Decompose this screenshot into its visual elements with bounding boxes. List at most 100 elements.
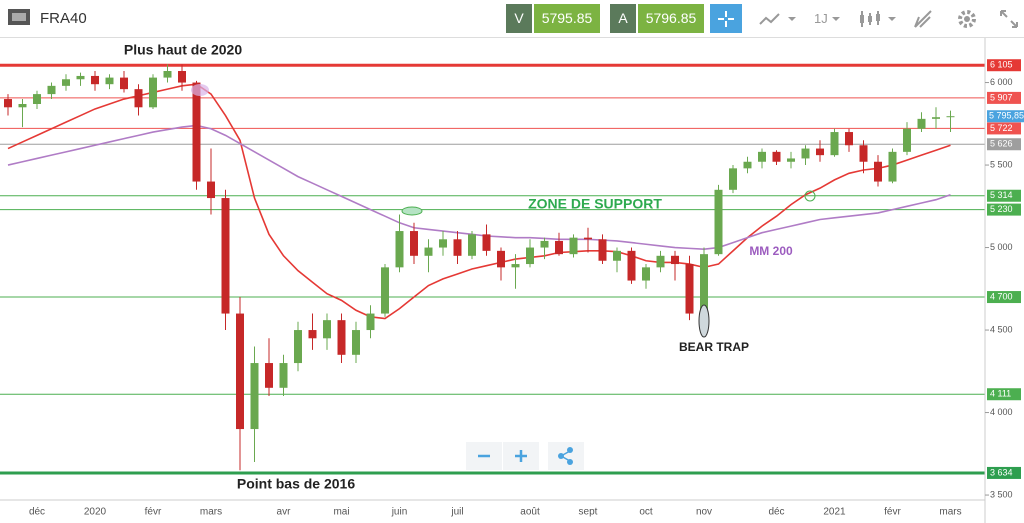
ma-cross-marker	[804, 190, 816, 202]
candle-body	[453, 239, 462, 256]
timeframe[interactable]: 1J	[814, 11, 828, 26]
y-tick-label: 4 500	[990, 324, 1013, 334]
candle-body	[526, 247, 534, 265]
zoom-controls	[466, 442, 584, 470]
x-tick-label: juin	[391, 507, 408, 518]
candle-body	[642, 267, 650, 281]
candle-body	[178, 71, 186, 83]
candle-body	[221, 198, 230, 314]
candle-body	[845, 132, 853, 146]
candle-body	[308, 330, 317, 339]
candle-body	[859, 145, 868, 162]
annotation: ZONE DE SUPPORT	[528, 196, 662, 212]
level-label: 5 626	[990, 139, 1013, 149]
x-tick-label: févr	[884, 507, 901, 518]
level-tag	[987, 203, 1021, 216]
candle-body	[729, 168, 737, 190]
x-tick-label: nov	[696, 507, 712, 518]
buy-label[interactable]: A	[610, 4, 636, 33]
candle-body	[946, 116, 955, 118]
settings-button[interactable]	[956, 8, 978, 30]
fullscreen-button[interactable]	[998, 8, 1020, 30]
y-tick-label: 5 000	[990, 242, 1013, 252]
candle-body	[772, 151, 781, 162]
candle-body	[743, 161, 752, 169]
annotation: MM 200	[749, 244, 793, 258]
annotation: BEAR TRAP	[679, 340, 749, 354]
candle-body	[105, 77, 114, 85]
candle-body	[439, 239, 447, 248]
candle-body	[265, 363, 273, 388]
candle-body	[656, 255, 665, 268]
candle-body	[18, 104, 27, 108]
candle-body	[830, 132, 839, 156]
x-tick-label: déc	[29, 507, 45, 518]
x-tick-label: avr	[277, 507, 292, 518]
candle-body	[917, 118, 926, 129]
candle-body	[714, 189, 723, 255]
buy-price[interactable]: 5796.85	[638, 4, 704, 33]
y-tick-label: 3 500	[990, 489, 1013, 499]
annotation: Point bas de 2016	[237, 476, 355, 492]
y-tick-label: 4 000	[990, 407, 1013, 417]
candle-body	[874, 161, 882, 182]
level-tag	[987, 59, 1021, 72]
level-label: 5 907	[990, 92, 1013, 102]
candle-body	[381, 267, 389, 314]
chart-type-button[interactable]	[758, 10, 798, 28]
price-tag	[987, 110, 1024, 123]
x-tick-label: mai	[333, 507, 349, 518]
draw-button[interactable]	[912, 8, 936, 30]
sell-price[interactable]: 5795.85	[534, 4, 600, 33]
x-tick-label: févr	[145, 507, 162, 518]
share-button[interactable]	[548, 442, 584, 470]
x-tick-label: sept	[579, 507, 598, 518]
candle-body	[337, 320, 346, 355]
candle-body	[700, 254, 708, 314]
candle-body	[584, 237, 592, 240]
candle-body	[192, 82, 201, 182]
moving-average	[7, 124, 951, 251]
candle-body	[134, 89, 143, 108]
level-tag	[987, 91, 1021, 104]
candle-body	[279, 363, 288, 388]
level-label: 5 230	[990, 204, 1013, 214]
crosshair-button[interactable]	[710, 4, 742, 33]
candle-body	[163, 71, 172, 78]
symbol: FRA40	[40, 10, 87, 27]
x-tick-label: oct	[639, 507, 653, 518]
level-tag	[987, 291, 1021, 304]
candle-body	[903, 128, 911, 152]
moving-average	[7, 83, 951, 320]
level-label: 6 105	[990, 60, 1013, 70]
candle-body	[569, 237, 578, 255]
x-tick-label: déc	[768, 507, 784, 518]
candle-body	[511, 264, 520, 268]
level-label: 5 722	[990, 123, 1013, 133]
candle-body	[888, 151, 897, 182]
candle-button[interactable]	[858, 8, 898, 30]
candle-body	[468, 234, 476, 256]
candle-body	[787, 158, 795, 162]
level-tag	[987, 138, 1021, 151]
candle-body	[236, 313, 244, 430]
candle-body	[932, 117, 940, 119]
candle-body	[294, 330, 302, 364]
candle-body	[62, 79, 70, 86]
level-tag	[987, 189, 1021, 202]
x-tick-label: mars	[200, 507, 222, 518]
level-tag	[987, 388, 1021, 401]
level-label: 4 111	[990, 389, 1011, 399]
annotation: Plus haut de 2020	[124, 42, 242, 58]
timeframe-arrow[interactable]	[830, 10, 842, 28]
candle-body	[758, 151, 766, 162]
sell-label[interactable]: V	[506, 4, 532, 33]
price-label: 5 795,85	[989, 111, 1024, 121]
candle-body	[33, 94, 41, 104]
peak-marker	[191, 84, 209, 96]
candle-body	[671, 255, 679, 265]
candle-body	[250, 363, 259, 430]
candle-body	[801, 148, 810, 159]
y-tick-label: 6 000	[990, 77, 1013, 87]
